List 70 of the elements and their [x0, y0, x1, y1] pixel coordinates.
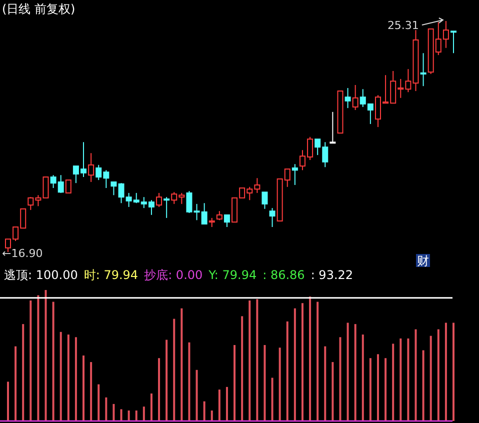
bar	[422, 350, 424, 421]
bar	[248, 300, 251, 421]
bar	[392, 344, 394, 421]
text: 时: 79.94	[84, 268, 138, 282]
text: : 93.22	[310, 268, 354, 282]
bar	[339, 337, 342, 421]
bar	[90, 362, 92, 421]
bar	[271, 378, 274, 421]
annotation: ←16.90	[2, 247, 43, 260]
bar	[430, 336, 432, 421]
bar	[22, 324, 24, 421]
bar	[173, 318, 176, 421]
bar	[82, 356, 85, 421]
bar	[128, 410, 130, 421]
annotation: 25.31	[387, 19, 419, 32]
bar	[324, 346, 326, 421]
bar	[241, 316, 244, 421]
bar	[376, 354, 379, 421]
bar	[112, 404, 115, 421]
bar	[286, 321, 288, 421]
bar	[437, 329, 440, 421]
bar	[400, 338, 402, 421]
text: 抄底: 0.00	[144, 268, 203, 282]
bar	[150, 393, 152, 421]
bar	[278, 348, 281, 421]
text: 逃顶: 100.00	[4, 268, 78, 282]
text: : 86.86	[262, 268, 305, 282]
bar	[67, 334, 70, 421]
bar	[264, 345, 266, 421]
bar	[332, 362, 334, 421]
bar	[452, 322, 454, 421]
bar	[256, 299, 258, 421]
bar	[316, 302, 319, 421]
bar	[362, 334, 364, 421]
bar	[444, 322, 447, 421]
bar	[196, 370, 198, 421]
bar	[210, 410, 213, 421]
bar	[74, 337, 77, 421]
bar	[52, 302, 54, 421]
bar	[30, 300, 32, 421]
text: Y: 79.94	[208, 268, 257, 282]
bar	[294, 308, 296, 421]
bar	[384, 358, 387, 421]
bar	[234, 345, 236, 421]
bar	[301, 303, 304, 421]
bar	[226, 386, 228, 421]
bar	[203, 401, 206, 421]
bar	[414, 329, 417, 421]
bar	[120, 409, 122, 421]
bar	[180, 308, 183, 421]
bar	[158, 358, 160, 421]
bar	[44, 290, 47, 421]
bar	[188, 342, 190, 421]
bar	[7, 382, 9, 421]
bar	[407, 338, 410, 421]
bar	[60, 332, 62, 421]
bar	[309, 296, 312, 421]
bar	[218, 390, 220, 421]
bar	[369, 358, 372, 421]
bar	[14, 346, 17, 421]
chart-title: (日线 前复权)	[2, 2, 76, 16]
bar	[346, 322, 349, 421]
bar	[135, 410, 138, 421]
bar	[142, 406, 145, 421]
bar	[354, 324, 356, 421]
text: 财	[417, 254, 429, 268]
bar	[37, 295, 40, 421]
bar	[105, 397, 108, 421]
bar	[166, 340, 168, 421]
bar	[98, 384, 100, 421]
